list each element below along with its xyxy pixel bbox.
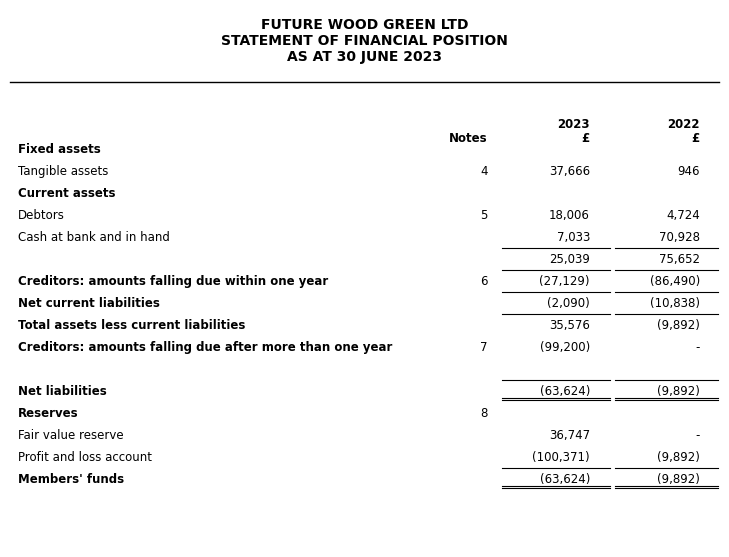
Text: Creditors: amounts falling due after more than one year: Creditors: amounts falling due after mor… [18,341,392,354]
Text: -: - [695,429,700,442]
Text: 4,724: 4,724 [666,209,700,222]
Text: 36,747: 36,747 [549,429,590,442]
Text: 37,666: 37,666 [549,165,590,178]
Text: (27,129): (27,129) [539,275,590,288]
Text: £: £ [692,132,700,145]
Text: Tangible assets: Tangible assets [18,165,109,178]
Text: Net current liabilities: Net current liabilities [18,297,160,310]
Text: (2,090): (2,090) [547,297,590,310]
Text: 7,033: 7,033 [557,231,590,244]
Text: Creditors: amounts falling due within one year: Creditors: amounts falling due within on… [18,275,328,288]
Text: 70,928: 70,928 [659,231,700,244]
Text: Net liabilities: Net liabilities [18,385,106,398]
Text: 7: 7 [480,341,488,354]
Text: Total assets less current liabilities: Total assets less current liabilities [18,319,246,332]
Text: (9,892): (9,892) [657,319,700,332]
Text: (63,624): (63,624) [539,385,590,398]
Text: 25,039: 25,039 [549,253,590,266]
Text: 6: 6 [480,275,488,288]
Text: 35,576: 35,576 [549,319,590,332]
Text: £: £ [582,132,590,145]
Text: Cash at bank and in hand: Cash at bank and in hand [18,231,170,244]
Text: Fair value reserve: Fair value reserve [18,429,124,442]
Text: 2023: 2023 [558,118,590,131]
Text: 75,652: 75,652 [659,253,700,266]
Text: (86,490): (86,490) [650,275,700,288]
Text: 8: 8 [480,407,488,420]
Text: (63,624): (63,624) [539,473,590,486]
Text: Fixed assets: Fixed assets [18,143,101,156]
Text: Profit and loss account: Profit and loss account [18,451,152,464]
Text: Reserves: Reserves [18,407,79,420]
Text: 5: 5 [480,209,488,222]
Text: Members' funds: Members' funds [18,473,124,486]
Text: (9,892): (9,892) [657,473,700,486]
Text: (9,892): (9,892) [657,385,700,398]
Text: 2022: 2022 [668,118,700,131]
Text: Debtors: Debtors [18,209,65,222]
Text: 18,006: 18,006 [549,209,590,222]
Text: 946: 946 [677,165,700,178]
Text: (100,371): (100,371) [532,451,590,464]
Text: -: - [695,341,700,354]
Text: (9,892): (9,892) [657,451,700,464]
Text: AS AT 30 JUNE 2023: AS AT 30 JUNE 2023 [287,50,442,64]
Text: 4: 4 [480,165,488,178]
Text: STATEMENT OF FINANCIAL POSITION: STATEMENT OF FINANCIAL POSITION [221,34,508,48]
Text: (99,200): (99,200) [539,341,590,354]
Text: Notes: Notes [449,132,488,145]
Text: (10,838): (10,838) [650,297,700,310]
Text: Current assets: Current assets [18,187,115,200]
Text: FUTURE WOOD GREEN LTD: FUTURE WOOD GREEN LTD [261,18,468,32]
